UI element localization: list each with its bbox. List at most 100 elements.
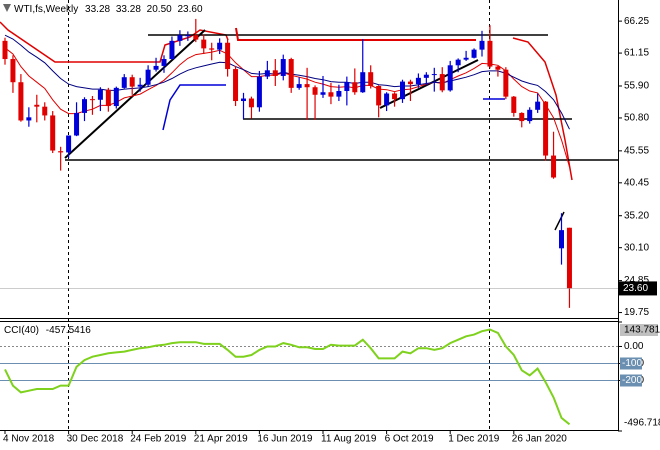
resistance-line — [235, 27, 476, 41]
candle-body — [280, 59, 286, 76]
candle-body — [113, 87, 119, 107]
trend-line — [554, 211, 565, 231]
moving-average — [4, 47, 570, 167]
y-tick-label: 40.45 — [624, 177, 649, 188]
candle-body — [153, 65, 159, 70]
candle-body — [177, 35, 183, 41]
y-tick-label: 55.90 — [624, 81, 649, 92]
header: WTI,fs,Weekly 33.28 33.28 20.50 23.60 — [14, 4, 203, 15]
candle-body — [241, 98, 246, 102]
candle-body — [503, 69, 509, 97]
price-tag-label: 23.60 — [623, 283, 648, 294]
level-label: -100 — [622, 358, 642, 369]
candle-body — [105, 89, 111, 107]
candle-body — [193, 35, 199, 40]
indicator-header: CCI(40) -457.5416 — [4, 325, 91, 336]
x-tick-label: 6 Oct 2019 — [385, 434, 434, 445]
candle-body — [217, 42, 223, 50]
candle-body — [487, 40, 493, 67]
candle-body — [527, 109, 533, 122]
y-tick-label: 30.10 — [624, 242, 649, 253]
candle-body — [415, 77, 421, 85]
y-tick-label: 35.20 — [624, 210, 649, 221]
y-tick-label: 50.80 — [624, 113, 649, 124]
candle-body — [471, 49, 477, 58]
last-low: 20.50 — [147, 4, 172, 15]
candle-body — [288, 59, 294, 88]
candle-body — [2, 40, 8, 60]
y-tick-label: 19.75 — [624, 307, 649, 318]
candle-body — [566, 227, 572, 289]
y-tick-label: 66.25 — [624, 16, 649, 27]
candle-body — [495, 66, 501, 70]
candle-body — [225, 42, 231, 70]
x-tick-label: 21 Apr 2019 — [194, 434, 248, 445]
candle-body — [169, 40, 175, 60]
indicator-line — [4, 328, 571, 426]
candle-body — [439, 74, 445, 91]
last-high: 33.28 — [116, 4, 141, 15]
candle-body — [304, 84, 310, 88]
candle-body — [89, 99, 95, 101]
x-tick-label: 24 Feb 2019 — [130, 434, 187, 445]
trend-line — [379, 59, 479, 109]
y-tick-label: 143.7811 — [624, 325, 660, 336]
level-tag — [620, 357, 642, 370]
trend-line — [64, 29, 206, 159]
candle-body — [34, 104, 40, 107]
candle-body — [407, 81, 413, 85]
candle-body — [320, 92, 326, 95]
y-tick-label: 0.00 — [624, 341, 644, 352]
level-label: -200 — [622, 375, 642, 386]
candle-body — [121, 77, 127, 88]
candle-body — [145, 69, 151, 85]
candle-body — [248, 98, 254, 108]
plot: 66.25 61.15 55.90 50.80 45.55 40.45 35.20 30.10… — [0, 16, 660, 445]
candle-body — [328, 92, 334, 97]
candle-body — [161, 59, 167, 66]
candle-body — [352, 82, 358, 93]
x-tick-label: 16 Jun 2019 — [257, 434, 312, 445]
candle-body — [82, 99, 87, 113]
candle-body — [551, 155, 557, 178]
x-tick-label: 1 Dec 2019 — [448, 434, 500, 445]
last-close: 23.60 — [177, 4, 202, 15]
y-tick-label: -496.718 — [624, 418, 660, 429]
candle-body — [137, 84, 143, 87]
candle-body — [455, 59, 461, 66]
y-tick-label: 24.85 — [624, 275, 649, 286]
candle-body — [511, 96, 517, 113]
price-tag — [619, 281, 657, 296]
candle-body — [543, 101, 549, 156]
symbol: WTI,fs,Weekly — [14, 4, 78, 15]
candle-body — [360, 72, 366, 93]
candle-body — [26, 117, 32, 121]
x-tick-label: 4 Nov 2018 — [3, 434, 55, 445]
candle-body — [256, 76, 262, 108]
candle-body — [66, 135, 72, 153]
channel-line — [0, 21, 229, 63]
candle-body — [233, 69, 239, 102]
y-tick-label: 61.15 — [624, 48, 649, 59]
candle-body — [185, 35, 191, 37]
moving-average — [4, 34, 570, 130]
indicator-value: -457.5416 — [46, 325, 91, 336]
candle-body — [431, 74, 437, 76]
candle-body — [42, 106, 48, 116]
channel-line — [512, 37, 573, 181]
drawings — [0, 21, 618, 231]
channel-line — [162, 84, 226, 131]
candle-body — [272, 70, 278, 76]
candle-body — [463, 57, 469, 60]
candle-body — [376, 85, 382, 106]
candle-body — [479, 40, 485, 50]
candle-body — [384, 93, 390, 106]
last-open: 33.28 — [85, 4, 110, 15]
candle-body — [74, 112, 80, 136]
candle-body — [312, 87, 318, 95]
candle-body — [400, 81, 405, 100]
x-tick-label: 26 Jan 2020 — [512, 434, 567, 445]
level-tag — [620, 374, 642, 387]
candle-body — [10, 59, 16, 83]
